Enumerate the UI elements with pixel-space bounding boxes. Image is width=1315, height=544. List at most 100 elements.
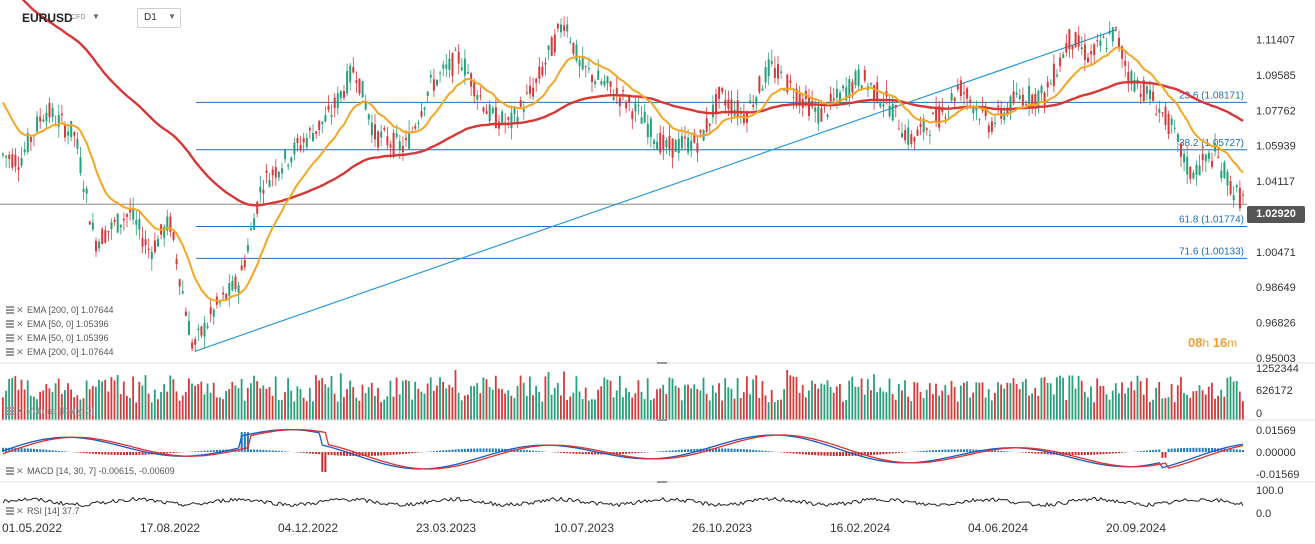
settings-icon[interactable] (6, 467, 14, 475)
macd-histogram-bar (333, 452, 336, 456)
macd-histogram-bar (485, 448, 488, 452)
candle-body (882, 104, 885, 107)
macd-histogram-bar (312, 452, 314, 454)
candle-body (327, 105, 330, 110)
volume-bar (969, 397, 971, 420)
volume-bar (835, 386, 838, 420)
candle-body (730, 99, 733, 115)
timeframe-select[interactable]: D1 ▼ (137, 8, 181, 28)
indicator-legend-item[interactable]: ✕ EMA [200, 0] 1.07644 (6, 304, 114, 316)
volume-bar (82, 398, 85, 420)
candle-body (129, 208, 132, 213)
volume-bar (188, 378, 190, 420)
macd-histogram-bar (823, 452, 826, 456)
close-icon[interactable]: ✕ (16, 406, 24, 416)
volume-bar (538, 391, 541, 420)
volume-bar (1080, 380, 1083, 420)
macd-histogram-bar (721, 448, 724, 452)
settings-icon[interactable] (6, 507, 14, 515)
volume-bar (997, 382, 999, 420)
volume-bar (913, 381, 916, 420)
candle-body (494, 107, 497, 128)
indicator-legend-item[interactable]: ✕ EMA [50, 0] 1.05396 (6, 332, 109, 344)
candle-body (950, 93, 953, 101)
macd-histogram-bar (23, 448, 26, 452)
candle-body (188, 321, 190, 336)
candle-body (637, 104, 640, 106)
macd-histogram-bar (1142, 450, 1145, 452)
macd-histogram-bar (680, 449, 683, 452)
candle-body (1121, 46, 1124, 59)
candle-body (786, 74, 789, 93)
volume-bar (191, 383, 193, 420)
settings-icon[interactable] (6, 320, 14, 328)
volume-bar (1124, 393, 1126, 420)
macd-histogram-bar (640, 452, 643, 453)
candle-body (659, 133, 662, 153)
candle-body (1170, 118, 1173, 126)
settings-icon[interactable] (6, 334, 14, 342)
fib-level-label: 71.6 (1.00133) (1179, 246, 1244, 257)
volume-bar (1121, 382, 1123, 420)
macd-histogram-bar (733, 448, 736, 452)
macd-legend[interactable]: ✕ MACD [14, 30, 7] -0.00615, -0.00609 (6, 465, 175, 477)
candle-body (938, 105, 941, 128)
volume-bar (473, 386, 475, 420)
volume-bar (972, 392, 975, 420)
volume-bar (358, 400, 361, 420)
macd-histogram-bar (330, 452, 333, 456)
macd-histogram-bar (1025, 452, 1027, 453)
candle-body (560, 24, 562, 33)
macd-histogram-bar (488, 448, 491, 452)
macd-histogram-bar (1003, 451, 1006, 452)
symbol-dropdown-icon[interactable]: ▼ (92, 12, 100, 21)
macd-histogram-bar (1235, 449, 1238, 452)
candle-body (299, 144, 302, 150)
candle-body (1062, 54, 1065, 58)
volume-bar (612, 397, 615, 420)
indicator-legend-item[interactable]: ✕ EMA [50, 0] 1.05396 (6, 318, 109, 330)
macd-histogram-bar (448, 449, 451, 452)
settings-icon[interactable] (6, 306, 14, 314)
close-icon[interactable]: ✕ (16, 466, 24, 476)
volume-bar (184, 391, 187, 420)
candle-body (336, 93, 339, 108)
volume-legend[interactable]: ✕ Volume [Daily, 0] (6, 405, 94, 417)
settings-icon[interactable] (6, 407, 14, 415)
candle-body (1180, 143, 1182, 157)
indicator-legend-item[interactable]: ✕ EMA [200, 0] 1.07644 (6, 346, 114, 358)
volume-bar (299, 388, 302, 420)
volume-bar (79, 399, 82, 420)
macd-histogram-bar (343, 452, 345, 456)
close-icon[interactable]: ✕ (16, 347, 24, 357)
settings-icon[interactable] (6, 348, 14, 356)
candle-body (132, 207, 135, 220)
macd-histogram-bar (463, 448, 466, 452)
candle-body (792, 97, 795, 99)
macd-histogram-bar (1232, 449, 1235, 452)
volume-bar (126, 395, 128, 420)
rsi-legend[interactable]: ✕ RSI [14] 37.7 (6, 505, 80, 517)
close-icon[interactable]: ✕ (16, 319, 24, 329)
candle-body (860, 85, 863, 90)
candle-body (1065, 43, 1068, 53)
macd-histogram-bar (990, 450, 993, 452)
volume-bar (643, 399, 646, 420)
macd-histogram-bar (1207, 447, 1210, 452)
date-axis-label: 10.07.2023 (554, 521, 614, 535)
volume-bar (609, 380, 612, 420)
volume-bar (445, 388, 448, 420)
price-axis-label: 0.95003 (1256, 353, 1296, 365)
macd-histogram-bar (253, 449, 256, 452)
macd-histogram-bar (693, 448, 696, 452)
macd-histogram-bar (516, 449, 519, 452)
volume-bar (553, 388, 556, 420)
close-icon[interactable]: ✕ (16, 333, 24, 343)
volume-bar (814, 383, 816, 420)
symbol-name[interactable]: EURUSD (22, 11, 73, 25)
close-icon[interactable]: ✕ (16, 506, 24, 516)
candle-body (563, 25, 566, 31)
macd-histogram-bar (1087, 452, 1089, 455)
close-icon[interactable]: ✕ (16, 305, 24, 315)
